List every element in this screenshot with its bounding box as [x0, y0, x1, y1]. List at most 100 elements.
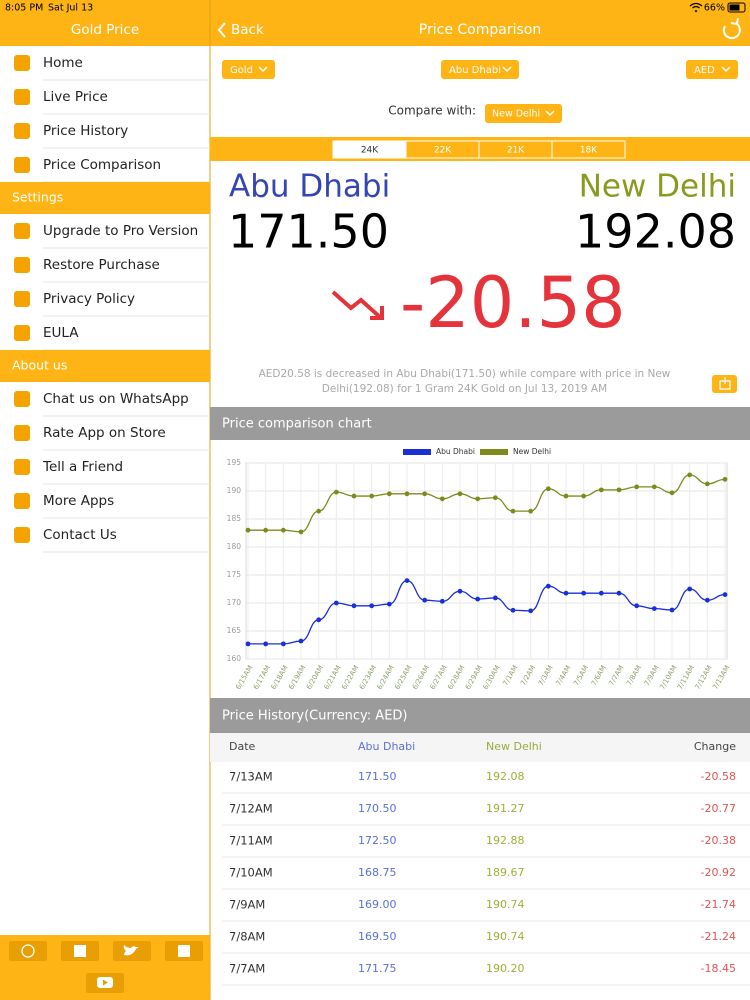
menu-icon[interactable] — [14, 291, 30, 307]
menu-label[interactable]: Privacy Policy — [43, 291, 135, 307]
menu-label[interactable]: Tell a Friend — [42, 459, 123, 475]
chevron — [545, 110, 555, 117]
menu-item[interactable]: Upgrade to Pro Version — [14, 223, 210, 249]
menu-icon[interactable] — [14, 223, 30, 239]
menu-item[interactable]: Rate App on Store — [14, 425, 210, 451]
menu-item[interactable]: Contact Us — [14, 527, 210, 553]
table-cell: -20.58 — [701, 770, 736, 783]
menu-item[interactable]: Price History — [14, 123, 210, 149]
dropdown-bg[interactable] — [441, 60, 519, 79]
refresh-button[interactable] — [722, 17, 741, 40]
data-point — [545, 583, 551, 589]
compare-label: Compare with: — [388, 104, 476, 118]
globe-icon — [21, 944, 35, 958]
menu-item[interactable]: Home — [14, 55, 210, 81]
data-point — [687, 472, 693, 478]
menu-icon[interactable] — [14, 459, 30, 475]
menu-item[interactable]: Privacy Policy — [14, 291, 210, 317]
data-point — [634, 603, 640, 609]
column-header: Date — [229, 740, 256, 753]
data-point — [704, 597, 710, 603]
chart-title: Price comparison chart — [222, 417, 372, 432]
table-cell: -20.92 — [701, 866, 736, 879]
data-point — [457, 491, 463, 497]
menu-label[interactable]: Upgrade to Pro Version — [43, 223, 198, 239]
data-point — [422, 597, 428, 603]
section-header — [0, 350, 210, 382]
menu-icon[interactable] — [14, 493, 30, 509]
x-tick-label: 7/2AM — [519, 664, 537, 687]
karat-tabs: 24K 22K 21K 18K — [332, 140, 626, 159]
legend-label: New Delhi — [513, 447, 551, 456]
menu-icon[interactable] — [14, 425, 30, 441]
karat-tab-label[interactable]: 21K — [507, 146, 525, 156]
menu-icon[interactable] — [14, 527, 30, 543]
table-cell: 7/10AM — [229, 866, 273, 880]
menu-label[interactable]: EULA — [43, 325, 79, 341]
menu-label[interactable]: Live Price — [43, 89, 108, 105]
karat-tab[interactable] — [551, 140, 626, 159]
legend-label: Abu Dhabi — [436, 447, 475, 456]
data-point — [316, 617, 322, 623]
y-tick-label: 180 — [227, 542, 242, 551]
menu-item[interactable]: Live Price — [14, 89, 210, 115]
dropdown-bg[interactable] — [222, 60, 275, 79]
menu-label[interactable]: Chat us on WhatsApp — [43, 391, 189, 407]
data-point — [722, 476, 728, 482]
menu-item[interactable]: Chat us on WhatsApp — [14, 391, 210, 417]
menu-icon[interactable] — [14, 157, 30, 173]
x-tick-label: 7/7AM — [607, 664, 625, 687]
dropdown-label[interactable]: Gold — [230, 65, 253, 76]
chart: 1601651701751801851901956/15AM6/17AM6/18… — [227, 447, 732, 691]
menu-icon[interactable] — [14, 55, 30, 71]
table-cell: 190.74 — [486, 930, 525, 943]
menu-label[interactable]: Price Comparison — [43, 157, 161, 173]
data-point — [404, 491, 410, 497]
linkedin-icon — [178, 945, 190, 957]
metal-dropdown[interactable]: Gold — [222, 60, 275, 79]
battery-icon — [727, 2, 746, 13]
city-dropdown[interactable]: Abu Dhabi — [441, 60, 519, 79]
menu-item[interactable]: More Apps — [14, 493, 210, 519]
series-line — [247, 579, 726, 645]
dropdown-label[interactable]: New Delhi — [492, 109, 540, 120]
table-cell: 171.50 — [358, 770, 397, 783]
back-chevron[interactable] — [217, 22, 226, 38]
data-point — [669, 607, 675, 613]
data-point — [492, 595, 498, 601]
data-point — [722, 592, 728, 597]
menu-icon[interactable] — [14, 325, 30, 341]
karat-tab-label[interactable]: 18K — [580, 146, 598, 156]
currency-dropdown[interactable]: AED — [686, 60, 738, 79]
website-button[interactable] — [9, 941, 47, 961]
dropdown-bg[interactable] — [686, 60, 738, 79]
menu-item[interactable]: Tell a Friend — [14, 459, 210, 485]
section-header — [210, 698, 750, 733]
menu-item[interactable]: Restore Purchase — [14, 257, 210, 283]
menu-icon[interactable] — [14, 89, 30, 105]
dropdown-label[interactable]: Abu Dhabi — [449, 65, 501, 76]
menu-icon[interactable] — [14, 257, 30, 273]
description-box: AED20.58 is decreased in Abu Dhabi(171.5… — [259, 368, 671, 395]
data-point — [333, 600, 339, 606]
menu-label[interactable]: Restore Purchase — [43, 257, 160, 273]
menu-label[interactable]: Contact Us — [43, 527, 117, 543]
compare-dropdown[interactable]: New Delhi — [485, 104, 562, 123]
data-point — [475, 596, 481, 602]
back-button[interactable]: Back — [231, 22, 264, 38]
menu-label[interactable]: Rate App on Store — [43, 425, 166, 441]
karat-tab-label[interactable]: 22K — [434, 146, 452, 156]
dropdown-bg[interactable] — [485, 104, 562, 123]
menu-icon[interactable] — [14, 391, 30, 407]
menu-label[interactable]: Home — [43, 55, 83, 71]
menu-icon[interactable] — [14, 123, 30, 139]
karat-tab-label[interactable]: 24K — [361, 146, 379, 156]
table-cell: -18.45 — [701, 962, 736, 975]
table-cell: 168.75 — [358, 866, 397, 879]
dropdown-label[interactable]: AED — [694, 65, 715, 76]
history-table: Date Abu Dhabi New Delhi Change 7/13AM 171.50… — [222, 740, 750, 986]
legend-swatch — [480, 449, 508, 455]
menu-label[interactable]: Price History — [43, 123, 128, 139]
menu-label[interactable]: More Apps — [43, 493, 114, 509]
